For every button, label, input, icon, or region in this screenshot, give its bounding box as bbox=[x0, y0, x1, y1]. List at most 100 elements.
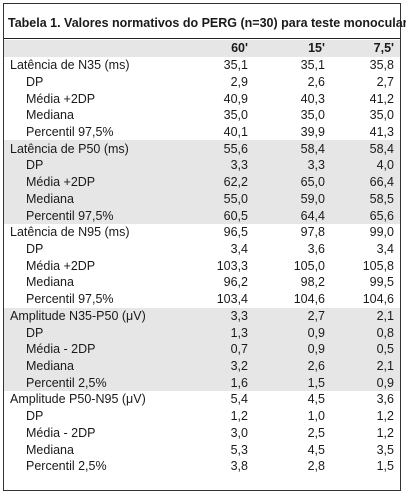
value-cell: 59,0 bbox=[248, 190, 325, 208]
value-cell: 60,5 bbox=[172, 207, 248, 224]
value-cell: 3,3 bbox=[172, 157, 248, 174]
value-cell: 3,3 bbox=[248, 157, 325, 174]
value-cell: 3,2 bbox=[172, 357, 248, 375]
value-cell: 3,8 bbox=[230, 459, 248, 474]
value-cell: 2,7 bbox=[376, 74, 394, 89]
value-cell: 55,0 bbox=[172, 190, 248, 208]
value-cell: 0,7 bbox=[172, 340, 248, 358]
value-cell: 1,5 bbox=[376, 459, 394, 474]
value-cell: 0,8 bbox=[325, 324, 400, 341]
row-label: Média +2DP bbox=[26, 91, 96, 106]
row-label: Média +2DP bbox=[26, 258, 96, 273]
value-cell: 35,0 bbox=[300, 108, 325, 123]
table-row: Mediana 5,3 4,5 3,5 bbox=[4, 441, 400, 458]
value-cell: 55,6 bbox=[172, 140, 248, 158]
table-row: Média +2DP 62,2 65,0 66,4 bbox=[4, 173, 400, 191]
value-cell: 3,6 bbox=[376, 392, 394, 407]
table-row: Mediana 3,2 2,6 2,1 bbox=[4, 357, 400, 375]
group-header-row: Amplitude P50-N95 (μV) 5,4 4,5 3,6 bbox=[4, 391, 400, 408]
header-empty-cell bbox=[4, 40, 172, 57]
value-cell: 96,2 bbox=[223, 275, 248, 290]
table-row: DP 1,3 0,9 0,8 bbox=[4, 324, 400, 341]
value-cell: 5,3 bbox=[230, 442, 248, 457]
value-cell: 1,2 bbox=[230, 409, 248, 424]
row-label: Percentil 97,5% bbox=[26, 292, 114, 307]
value-cell: 58,4 bbox=[248, 140, 325, 158]
table-row: Mediana 55,0 59,0 58,5 bbox=[4, 190, 400, 208]
value-cell: 58,5 bbox=[325, 190, 400, 208]
value-cell: 62,2 bbox=[172, 173, 248, 191]
value-cell: 2,7 bbox=[248, 307, 325, 325]
value-cell: 5,4 bbox=[230, 392, 248, 407]
value-cell: 97,8 bbox=[300, 225, 325, 240]
row-label: Mediana bbox=[26, 108, 74, 123]
value-cell: 40,3 bbox=[300, 91, 325, 106]
value-cell: 98,2 bbox=[300, 275, 325, 290]
value-cell: 3,3 bbox=[172, 307, 248, 325]
value-cell: 2,5 bbox=[307, 425, 325, 440]
normative-values-table: 60' 15' 7,5' Latência de N35 (ms) 35,1 35,… bbox=[4, 40, 400, 475]
value-cell: 0,9 bbox=[325, 374, 400, 392]
value-cell: 2,9 bbox=[230, 74, 248, 89]
row-label: DP bbox=[26, 241, 44, 256]
table-row: DP 2,9 2,6 2,7 bbox=[4, 73, 400, 90]
row-label: Percentil 2,5% bbox=[4, 374, 172, 392]
value-cell: 35,0 bbox=[369, 108, 394, 123]
row-label: Amplitude P50-N95 (μV) bbox=[10, 392, 146, 407]
row-label: DP bbox=[26, 409, 44, 424]
row-label: Mediana bbox=[26, 442, 74, 457]
value-cell: 64,4 bbox=[248, 207, 325, 224]
value-cell: 58,4 bbox=[325, 140, 400, 158]
header-row: 60' 15' 7,5' bbox=[4, 40, 400, 57]
value-cell: 65,0 bbox=[248, 173, 325, 191]
value-cell: 3,5 bbox=[376, 442, 394, 457]
value-cell: 103,3 bbox=[216, 258, 248, 273]
row-label: Percentil 97,5% bbox=[26, 124, 114, 139]
value-cell: 2,1 bbox=[325, 307, 400, 325]
value-cell: 35,8 bbox=[369, 58, 394, 73]
value-cell: 1,2 bbox=[376, 409, 394, 424]
value-cell: 104,6 bbox=[362, 292, 394, 307]
table-row: DP 1,2 1,0 1,2 bbox=[4, 408, 400, 425]
value-cell: 1,5 bbox=[248, 374, 325, 392]
group-header-row: Latência de N95 (ms) 96,5 97,8 99,0 bbox=[4, 224, 400, 241]
value-cell: 105,0 bbox=[293, 258, 325, 273]
table-row: Média - 2DP 3,0 2,5 1,2 bbox=[4, 425, 400, 442]
value-cell: 4,5 bbox=[307, 442, 325, 457]
value-cell: 3,4 bbox=[230, 241, 248, 256]
row-label: Média - 2DP bbox=[26, 425, 96, 440]
row-label: Latência de N35 (ms) bbox=[10, 58, 130, 73]
value-cell: 35,1 bbox=[223, 58, 248, 73]
table-row: Mediana 96,2 98,2 99,5 bbox=[4, 274, 400, 291]
value-cell: 2,6 bbox=[307, 74, 325, 89]
row-label: Mediana bbox=[4, 190, 172, 208]
value-cell: 35,1 bbox=[300, 58, 325, 73]
table-title: Tabela 1. Valores normativos do PERG (n=… bbox=[8, 16, 406, 30]
value-cell: 3,4 bbox=[376, 241, 394, 256]
value-cell: 104,6 bbox=[293, 292, 325, 307]
value-cell: 105,8 bbox=[362, 258, 394, 273]
value-cell: 65,6 bbox=[325, 207, 400, 224]
row-label: DP bbox=[4, 324, 172, 341]
row-label: Mediana bbox=[4, 357, 172, 375]
row-label: Latência de P50 (ms) bbox=[4, 140, 172, 158]
value-cell: 96,5 bbox=[223, 225, 248, 240]
table-body: Latência de N35 (ms) 35,1 35,1 35,8 DP 2,9 2,6… bbox=[4, 57, 400, 475]
title-divider bbox=[4, 38, 400, 39]
value-cell: 0,9 bbox=[248, 340, 325, 358]
value-cell: 1,2 bbox=[376, 425, 394, 440]
value-cell: 99,5 bbox=[369, 275, 394, 290]
table-row: DP 3,3 3,3 4,0 bbox=[4, 157, 400, 174]
row-label: Percentil 2,5% bbox=[26, 459, 107, 474]
table-row: Percentil 97,5% 60,5 64,4 65,6 bbox=[4, 207, 400, 224]
column-header-7-5: 7,5' bbox=[325, 40, 400, 57]
value-cell: 41,3 bbox=[369, 124, 394, 139]
value-cell: 1,6 bbox=[172, 374, 248, 392]
value-cell: 0,9 bbox=[248, 324, 325, 341]
row-label: DP bbox=[26, 74, 44, 89]
value-cell: 2,1 bbox=[325, 357, 400, 375]
value-cell: 35,0 bbox=[223, 108, 248, 123]
table-frame: Tabela 1. Valores normativos do PERG (n=… bbox=[3, 3, 406, 491]
table-row: DP 3,4 3,6 3,4 bbox=[4, 241, 400, 258]
table-row: Percentil 2,5% 3,8 2,8 1,5 bbox=[4, 458, 400, 475]
